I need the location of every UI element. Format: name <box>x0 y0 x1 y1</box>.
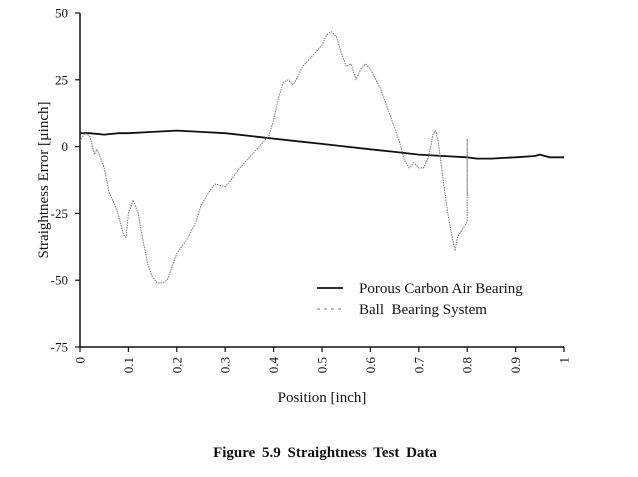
y-tick-label: 25 <box>55 72 68 87</box>
tick-labels: 50 25 0 -25 -50 -75 0 0.1 0.2 0.3 0.4 0.5 0.6 0.7 0.8 0… <box>51 6 572 374</box>
x-tick-label: 0 <box>73 357 88 364</box>
x-tick-label: 0.2 <box>169 357 184 373</box>
x-tick-label: 1 <box>557 357 572 364</box>
plot-area <box>79 31 564 284</box>
x-tick-label: 0.1 <box>121 357 136 373</box>
legend: Porous Carbon Air Bearing Ball Bearing S… <box>317 281 523 318</box>
x-tick-label: 0.4 <box>266 357 281 374</box>
y-tick-label: -25 <box>51 206 68 221</box>
series-ball-bearing-line <box>79 31 468 284</box>
legend-label-air-bearing: Porous Carbon Air Bearing <box>359 281 523 297</box>
figure-caption: Figure 5.9 Straightness Test Data <box>213 445 437 461</box>
series-air-bearing-line <box>80 129 564 160</box>
x-tick-label: 0.8 <box>460 357 475 373</box>
x-tick-label: 0.7 <box>411 357 426 374</box>
x-axis-title: Position [inch] <box>278 390 367 406</box>
x-tick-label: 0.6 <box>363 357 378 374</box>
legend-label-ball-bearing: Ball Bearing System <box>359 302 487 318</box>
axes <box>75 12 565 352</box>
x-tick-label: 0.5 <box>315 357 330 373</box>
y-tick-label: 0 <box>62 139 69 154</box>
x-tick-label: 0.9 <box>508 357 523 373</box>
y-tick-label: 50 <box>55 6 68 21</box>
y-tick-label: -75 <box>51 340 68 355</box>
y-tick-label: -50 <box>51 273 68 288</box>
x-tick-label: 0.3 <box>218 357 233 373</box>
y-axis-title: Straightness Error [µinch] <box>36 102 52 259</box>
